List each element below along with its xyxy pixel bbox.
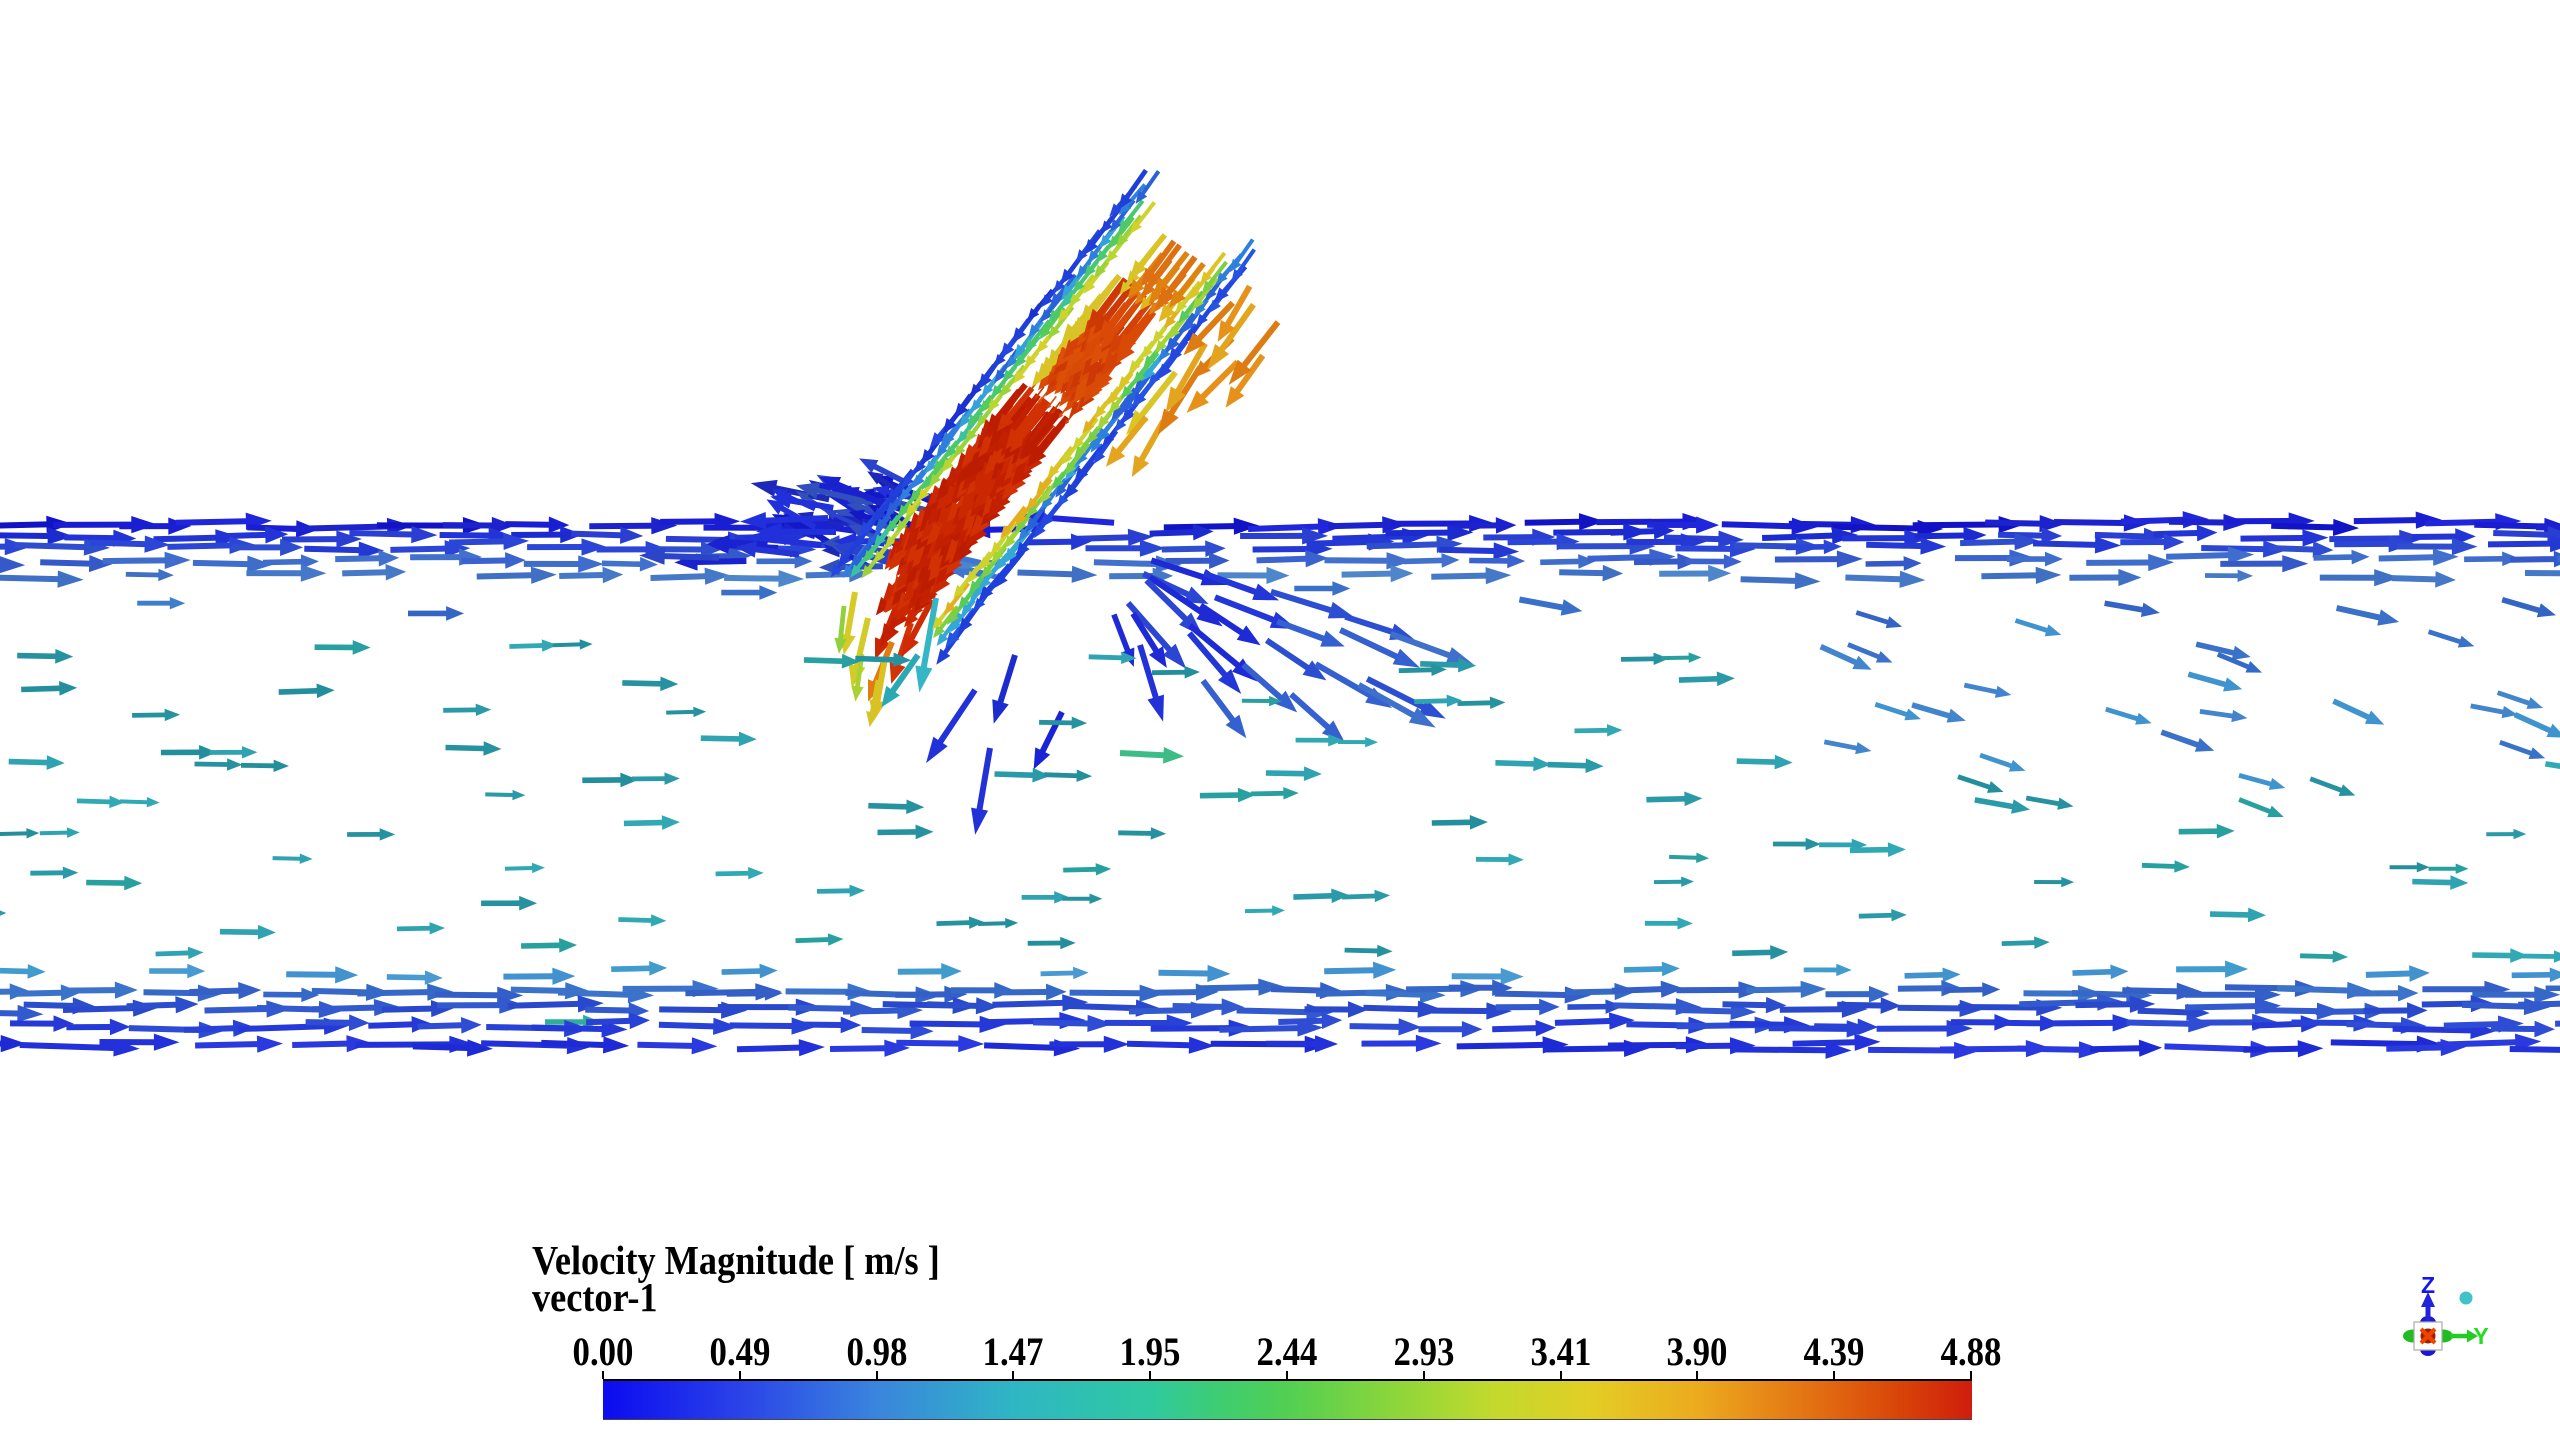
svg-text:Z: Z: [2421, 1272, 2435, 1298]
svg-text:Y: Y: [2473, 1323, 2488, 1349]
